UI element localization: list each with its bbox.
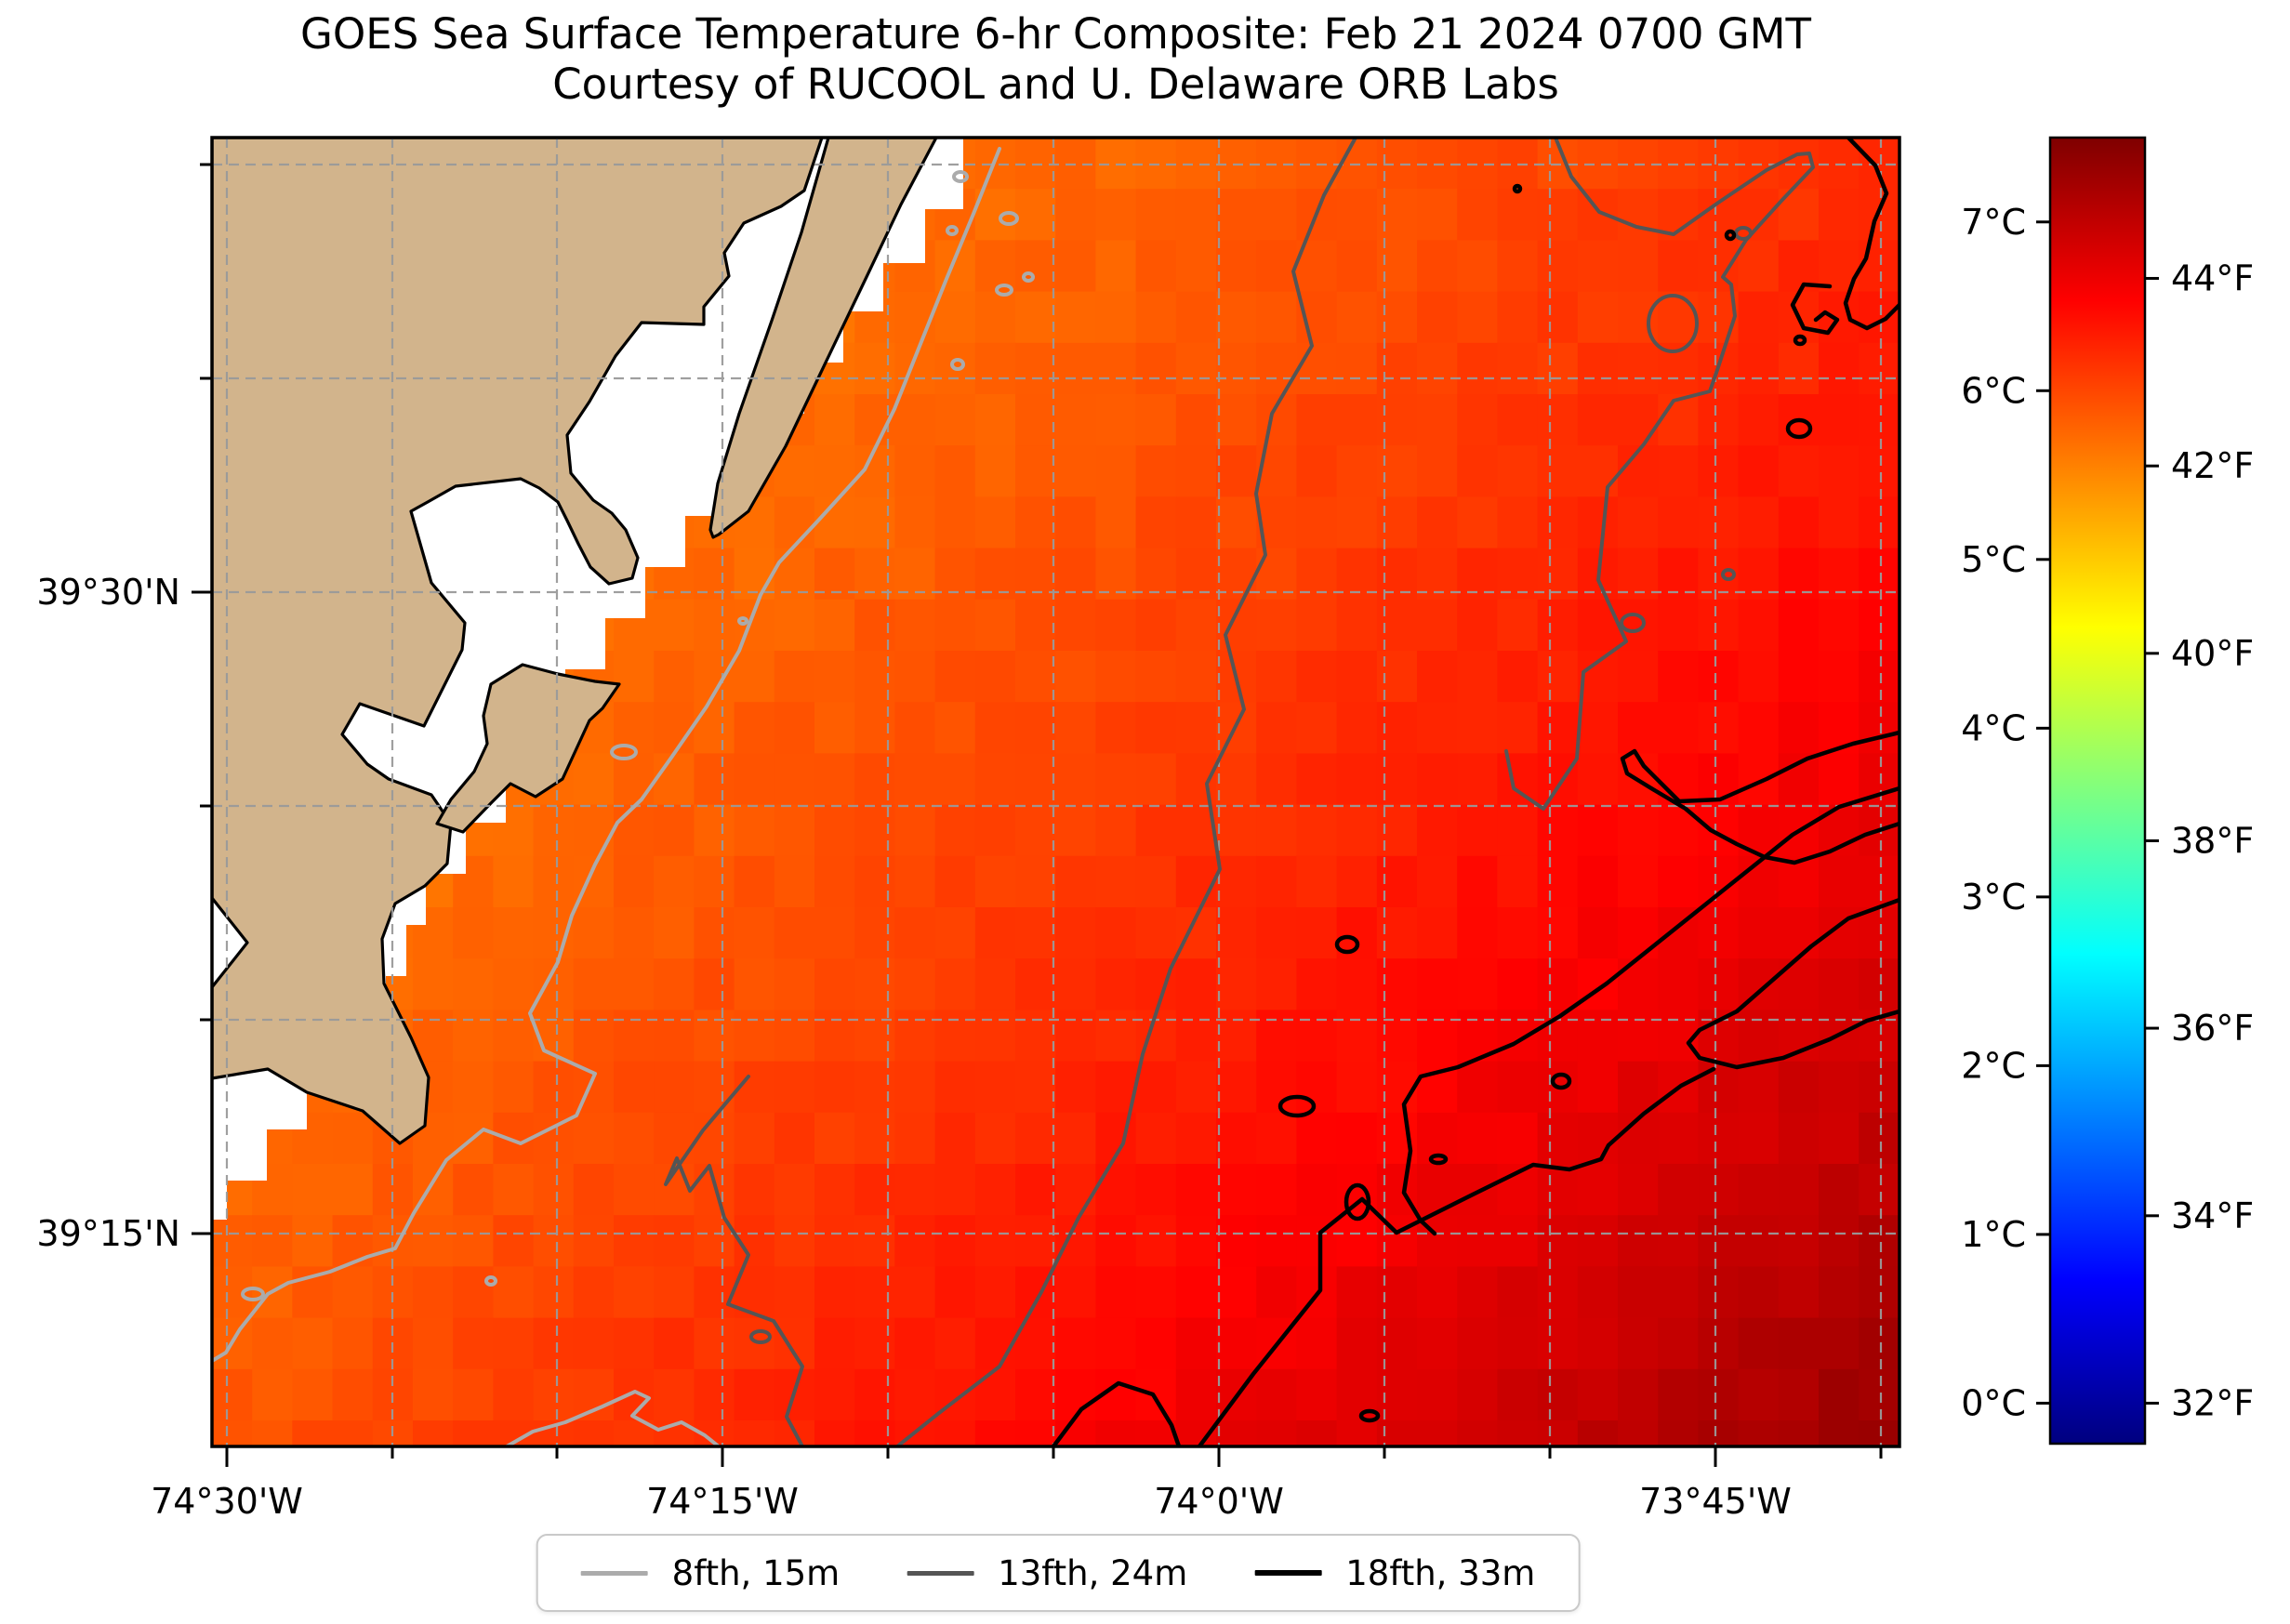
contour-13fth bbox=[664, 138, 1815, 1446]
contour-8fth bbox=[212, 147, 1035, 1446]
land-barrier-island bbox=[708, 138, 938, 539]
legend-item-8fth: 8fth, 15m bbox=[580, 1552, 841, 1593]
colorbar-label-celsius: 1°C bbox=[1961, 1214, 2026, 1255]
x-tick-label: 74°15'W bbox=[646, 1481, 799, 1522]
colorbar-label-celsius: 7°C bbox=[1961, 202, 2026, 243]
legend-label: 18fth, 33m bbox=[1345, 1552, 1536, 1593]
graticule bbox=[212, 138, 1900, 1446]
figure-subtitle: Courtesy of RUCOOL and U. Delaware ORB L… bbox=[552, 59, 1559, 109]
colorbar-label-celsius: 6°C bbox=[1961, 370, 2026, 411]
colorbar-label-fahrenheit: 38°F bbox=[2171, 820, 2254, 861]
y-tick-label: 39°30'N bbox=[36, 572, 180, 613]
legend-label: 8fth, 15m bbox=[671, 1552, 841, 1593]
depth-contour-legend: 8fth, 15m 13fth, 24m 18fth, 33m bbox=[536, 1534, 1581, 1612]
colorbar-gradient bbox=[2048, 136, 2147, 1446]
land-hook-peninsula bbox=[435, 663, 621, 834]
colorbar-label-fahrenheit: 42°F bbox=[2171, 445, 2254, 486]
colorbar-label-fahrenheit: 32°F bbox=[2171, 1382, 2254, 1423]
axis-ticks bbox=[192, 163, 1883, 1467]
legend-item-13fth: 13fth, 24m bbox=[907, 1553, 1187, 1593]
map-border bbox=[210, 136, 1901, 1448]
colorbar: 0°C 1°C 2°C 3°C 4°C 5°C 6°C 7°C 32°F 34°F 36°F 38°F… bbox=[1961, 136, 2254, 1446]
legend-label: 13fth, 24m bbox=[998, 1552, 1188, 1593]
contour-8fth-swatch bbox=[580, 1570, 648, 1576]
colorbar-label-fahrenheit: 36°F bbox=[2171, 1008, 2254, 1049]
x-tick-label: 74°0'W bbox=[1154, 1481, 1284, 1522]
x-tick-label: 74°30'W bbox=[151, 1481, 303, 1522]
colorbar-label-fahrenheit: 44°F bbox=[2171, 257, 2254, 298]
colorbar-label-fahrenheit: 34°F bbox=[2171, 1195, 2254, 1236]
colorbar-label-celsius: 2°C bbox=[1961, 1045, 2026, 1086]
map-area bbox=[210, 136, 1901, 1448]
contour-13fth-swatch bbox=[907, 1570, 974, 1576]
colorbar-label-celsius: 3°C bbox=[1961, 877, 2026, 918]
contour-18fth-swatch bbox=[1254, 1570, 1322, 1576]
y-tick-label: 39°15'N bbox=[36, 1213, 180, 1254]
land-mainland bbox=[212, 138, 824, 1145]
colorbar-label-celsius: 0°C bbox=[1961, 1382, 2026, 1423]
x-tick-label: 73°45'W bbox=[1639, 1481, 1792, 1522]
colorbar-label-celsius: 5°C bbox=[1961, 539, 2026, 580]
colorbar-label-celsius: 4°C bbox=[1961, 707, 2026, 748]
figure-title: GOES Sea Surface Temperature 6-hr Compos… bbox=[299, 9, 1811, 59]
colorbar-labels: 0°C 1°C 2°C 3°C 4°C 5°C 6°C 7°C 32°F 34°F 36°F 38°F… bbox=[1961, 202, 2254, 1424]
colorbar-label-fahrenheit: 40°F bbox=[2171, 633, 2254, 674]
contour-18fth bbox=[1051, 138, 1900, 1446]
axis-labels: 74°30'W 74°15'W 74°0'W 73°45'W 39°30'N 39°15'… bbox=[36, 572, 1791, 1522]
legend-item-18fth: 18fth, 33m bbox=[1254, 1553, 1535, 1593]
colorbar-ticks bbox=[2036, 220, 2159, 1405]
